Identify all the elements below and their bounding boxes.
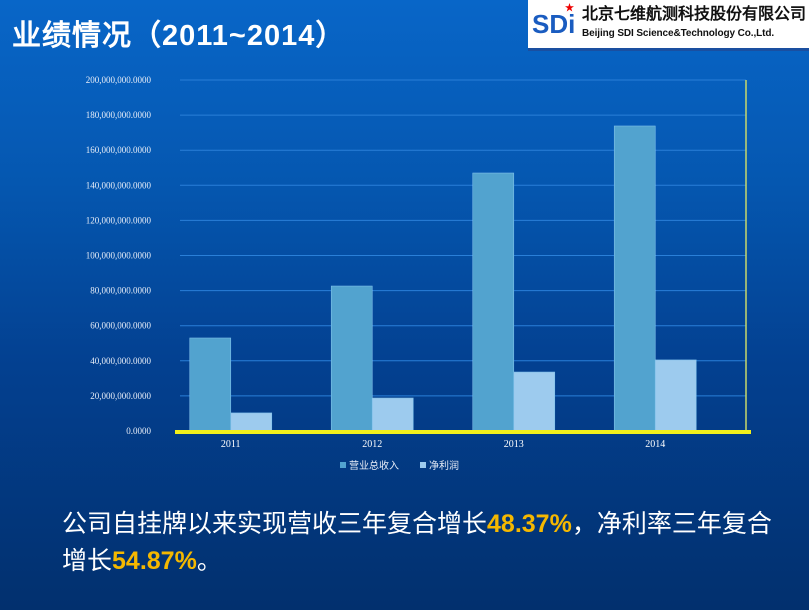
y-tick-label: 200,000,000.0000 — [86, 75, 152, 85]
bar-net-profit-2011 — [230, 412, 273, 432]
bar-revenue-2014 — [613, 125, 656, 432]
x-tick-label: 2011 — [221, 439, 241, 450]
y-tick-label: 120,000,000.0000 — [86, 215, 152, 225]
x-tick-label: 2012 — [362, 439, 382, 450]
y-tick-label: 0.0000 — [126, 426, 151, 436]
bar-revenue-2011 — [189, 337, 232, 432]
x-tick-label: 2013 — [504, 439, 524, 450]
bar-chart: 0.0000 20,000,000.0000 40,000,000.0000 60,0… — [86, 75, 751, 472]
company-name-en: Beijing SDI Science&Technology Co.,Ltd. — [582, 28, 775, 39]
slide-title: 业绩情况（2011~2014） — [12, 20, 346, 52]
bar-revenue-2013 — [472, 172, 515, 432]
x-tick-label: 2014 — [645, 439, 665, 450]
legend-label: 净利润 — [429, 459, 459, 472]
y-tick-label: 60,000,000.0000 — [90, 321, 151, 331]
y-tick-label: 40,000,000.0000 — [90, 356, 151, 366]
bar-net-profit-2012 — [371, 397, 414, 432]
company-name-cn: 北京七维航测科技股份有限公司 — [582, 6, 807, 23]
legend-label: 营业总收入 — [349, 459, 399, 472]
legend-swatch — [420, 462, 426, 468]
legend-swatch — [340, 462, 346, 468]
y-tick-label: 180,000,000.0000 — [86, 110, 152, 120]
summary-part3: 。 — [196, 547, 222, 575]
bar-revenue-2012 — [330, 285, 373, 432]
bar-net-profit-2014 — [654, 359, 697, 432]
y-tick-label: 160,000,000.0000 — [86, 145, 152, 155]
x-axis-line — [175, 430, 751, 434]
summary-part2: ，净利率三年复合增长 — [62, 510, 772, 575]
company-logo: SDi 北京七维航测科技股份有限公司 Beijing SDI Science&T… — [528, 0, 809, 51]
sdi-logo-mark: SDi — [532, 9, 576, 39]
y-tick-label: 20,000,000.0000 — [90, 391, 151, 401]
red-star-icon — [565, 3, 574, 12]
y-tick-label: 100,000,000.0000 — [86, 251, 152, 261]
revenue-cagr: 48.37% — [487, 510, 572, 538]
y-tick-label: 80,000,000.0000 — [90, 286, 151, 296]
y-tick-label: 140,000,000.0000 — [86, 180, 152, 190]
summary-text: 公司自挂牌以来实现营收三年复合增长48.37%，净利率三年复合增长54.87%。 — [62, 506, 792, 580]
profit-cagr: 54.87% — [112, 547, 197, 575]
summary-part1: 公司自挂牌以来实现营收三年复合增长 — [62, 510, 488, 538]
bar-net-profit-2013 — [513, 371, 556, 432]
